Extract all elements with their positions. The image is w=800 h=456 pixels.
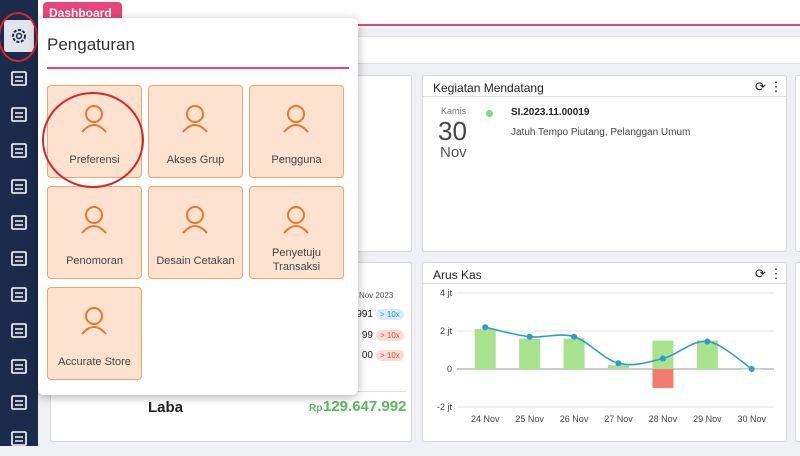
profit: 129.647.992 [323, 398, 407, 415]
value: 99 [361, 330, 373, 341]
icon [11, 395, 27, 410]
schedule-card: Kegiatan Mendatang ⟳ ⋮ Kamis 30 Nov SI.2… [422, 75, 787, 252]
value: 00 [361, 350, 373, 361]
icon [11, 179, 27, 194]
icon [11, 143, 27, 158]
menu-tile[interactable]: Desain Cetakan [148, 186, 243, 279]
sidebar-icon[interactable] [0, 60, 38, 96]
menu-tile[interactable]: Akses Grup [148, 85, 243, 178]
bar [696, 340, 718, 369]
highlight-circle [42, 92, 144, 188]
tile-label: Desain Cetakan [156, 255, 235, 267]
y-tick-label: 2 jt [440, 326, 453, 336]
y-tick-label: 0 [447, 364, 452, 374]
sidebar-icon[interactable] [0, 276, 38, 312]
menu-tile[interactable]: Pengguna [249, 85, 344, 178]
icon [11, 71, 27, 86]
sidebar-icon[interactable] [0, 132, 38, 168]
y-tick-label: -2 jt [437, 402, 453, 412]
tile-label: Akses Grup [166, 154, 225, 166]
icon [11, 323, 27, 338]
x-tick-label: 30 Nov [738, 414, 767, 424]
tile-icon [283, 105, 309, 133]
sidebar-icon[interactable] [0, 348, 38, 384]
card-title: Arus Kas [433, 268, 482, 282]
sidebar [0, 0, 38, 446]
icon [11, 359, 27, 374]
card-title: Kegiatan Mendatang [433, 81, 544, 95]
x-tick-label: 25 Nov [515, 414, 544, 424]
sidebar-icon[interactable] [0, 384, 38, 420]
x-tick-label: 29 Nov [693, 414, 722, 424]
badge: > 10x [376, 330, 404, 341]
day: Kamis [441, 106, 467, 116]
icon [11, 287, 27, 302]
badge: > 10x [376, 309, 404, 320]
point [526, 333, 533, 340]
icon [11, 215, 27, 230]
tile-icon [283, 206, 309, 234]
sidebar-icon[interactable] [0, 168, 38, 204]
refresh[interactable]: ⟳ ⋮ [755, 79, 783, 94]
x-tick-label: 24 Nov [471, 414, 500, 424]
y-tick-label: 4 jt [440, 288, 453, 298]
month: Nov [440, 144, 467, 161]
menu-tile[interactable]: Accurate Store [47, 287, 142, 380]
sidebar-icon[interactable] [0, 312, 38, 348]
bar [608, 365, 629, 369]
doc-number[interactable]: SI.2023.11.00019 [511, 107, 590, 118]
tile-icon [81, 307, 107, 335]
card [795, 75, 800, 252]
point [571, 333, 578, 340]
bar [652, 340, 674, 369]
icon [11, 251, 27, 266]
tile-label: Pengguna [271, 154, 322, 166]
tile-icon [81, 206, 107, 234]
x-tick-label: 28 Nov [649, 414, 678, 424]
tile-icon [182, 105, 208, 133]
x-tick-label: 27 Nov [604, 414, 633, 424]
menu-title: Pengaturan [47, 35, 135, 54]
menu-tile[interactable]: Penomoran [47, 186, 142, 279]
date: 30 [438, 116, 467, 146]
tab-line [38, 24, 800, 26]
bar [563, 338, 585, 369]
point [615, 360, 622, 367]
x-tick-label: 26 Nov [560, 414, 589, 424]
refresh[interactable]: ⟳ ⋮ [755, 266, 783, 281]
cashflow-chart: -2 jt 0 2 jt 4 jt 24 Nov 25 Nov 26 Nov 27 Nov 28… [437, 288, 774, 424]
icon [11, 431, 27, 446]
sidebar-icon[interactable] [0, 420, 38, 456]
period: Nov 2023 [359, 291, 394, 300]
card [795, 262, 800, 442]
divider [423, 96, 786, 97]
badge: > 10x [376, 350, 404, 361]
menu-line [47, 67, 349, 69]
point [482, 324, 489, 331]
sidebar-icon[interactable] [0, 240, 38, 276]
point [659, 355, 666, 362]
page: Dashboard Nov 2023 991 > 10x 99 > 10x 00… [0, 0, 800, 446]
sidebar-icon[interactable] [0, 96, 38, 132]
tile-label: Penomoran [66, 255, 123, 267]
tile-label: Penyetuju Transaksi [272, 247, 321, 273]
doc-desc: Jatuh Tempo Piutang, Pelanggan Umum [511, 127, 691, 138]
profit-label: Laba [148, 399, 184, 416]
divider [423, 283, 786, 284]
menu-tile[interactable]: Penyetuju Transaksi [249, 186, 344, 279]
tile-icon [182, 206, 208, 234]
value: 991 [356, 309, 373, 320]
bar [474, 329, 496, 369]
bar [652, 369, 674, 388]
currency: Rp [309, 403, 323, 414]
point [704, 338, 711, 345]
bar [519, 338, 541, 369]
highlight-circle [0, 12, 38, 62]
tile-label: Accurate Store [58, 356, 131, 368]
status-dot [486, 110, 493, 117]
point [748, 366, 755, 372]
icon [11, 107, 27, 122]
sidebar-icon[interactable] [0, 204, 38, 240]
